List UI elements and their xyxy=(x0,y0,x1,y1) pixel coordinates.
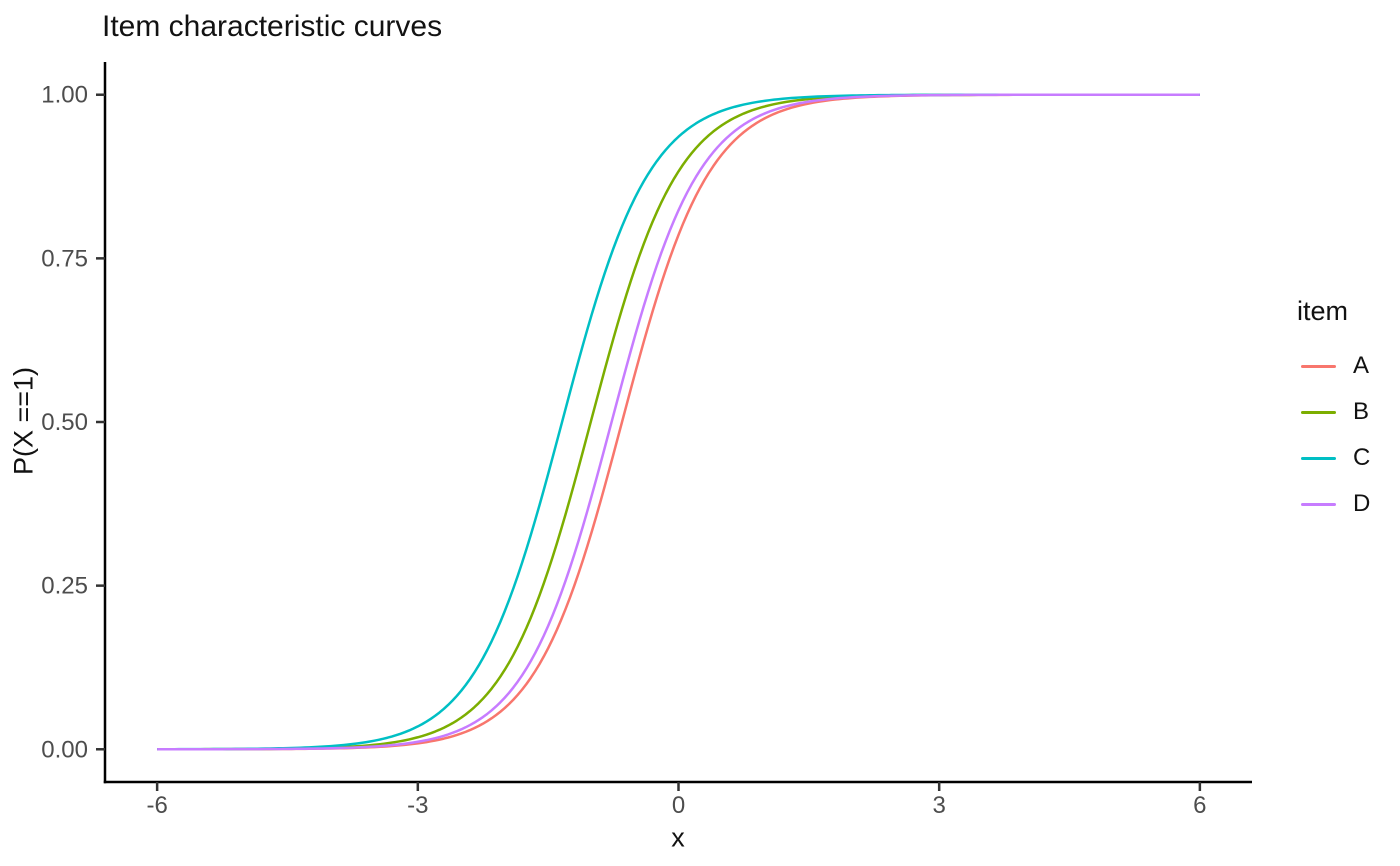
legend-label: C xyxy=(1353,444,1371,471)
curve-C xyxy=(157,93,1200,751)
y-tick-label: 0.25 xyxy=(41,573,88,600)
y-tick-label: 1.00 xyxy=(41,82,88,109)
legend-label: B xyxy=(1353,398,1370,425)
curve-D xyxy=(157,93,1200,751)
curve-B xyxy=(157,93,1200,751)
y-tick-label: 0.00 xyxy=(41,736,88,763)
legend-label: D xyxy=(1353,490,1371,517)
legend-key-line-D xyxy=(1301,502,1336,506)
legend-label: A xyxy=(1353,352,1370,379)
curve-A xyxy=(157,93,1200,751)
legend-key-line-A xyxy=(1301,364,1336,368)
x-tick-label: 3 xyxy=(933,792,946,819)
legend-entry-D: D xyxy=(1301,481,1370,527)
x-tick-label: -6 xyxy=(146,792,167,819)
x-tick-label: 6 xyxy=(1193,792,1206,819)
legend-entry-B: B xyxy=(1301,389,1370,435)
legend-title: item xyxy=(1297,296,1349,326)
plot-title: Item characteristic curves xyxy=(102,10,443,43)
legend-entry-A: A xyxy=(1301,343,1370,389)
x-tick-label: -3 xyxy=(407,792,428,819)
y-tick-label: 0.50 xyxy=(41,409,88,436)
y-tick-label: 0.75 xyxy=(41,245,88,272)
x-axis-title: x xyxy=(671,822,685,853)
x-tick-label: 0 xyxy=(672,792,685,819)
legend-entry-C: C xyxy=(1301,435,1370,481)
legend-key-line-C xyxy=(1301,456,1336,460)
legend-key-line-B xyxy=(1301,410,1336,414)
